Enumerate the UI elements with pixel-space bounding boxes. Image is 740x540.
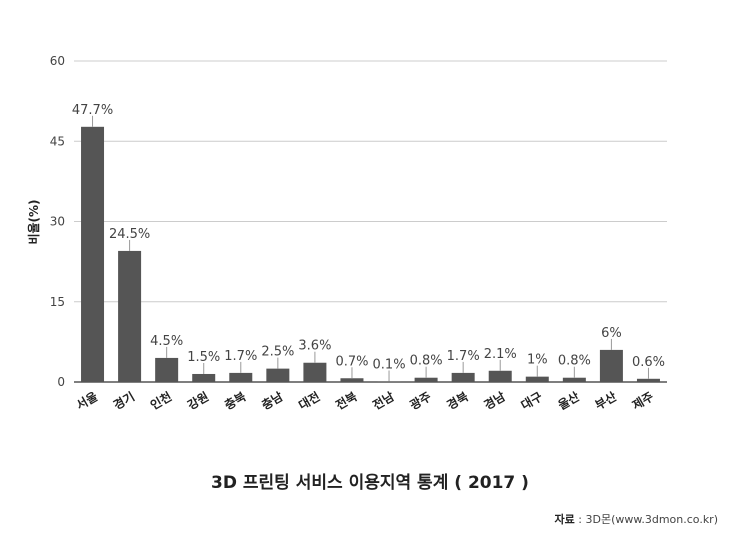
x-axis-ticks: 서울 경기 인천 강원 충북 충남 대전 전북 전남 광주 경북 경남 대구 울산 부산 제주	[73, 389, 656, 413]
data-label: 24.5%	[109, 227, 150, 242]
x-tick-label: 전남	[370, 389, 397, 413]
data-label: 3.6%	[298, 339, 331, 354]
x-tick-label: 전북	[333, 389, 360, 413]
bar-울산	[562, 377, 586, 382]
data-label: 6%	[601, 326, 622, 341]
x-tick-label: 울산	[555, 389, 582, 413]
y-axis-ticks: 0 15 30 45 60	[50, 54, 65, 389]
source-text: : 3D몬(www.3dmon.co.kr)	[574, 513, 718, 526]
data-labels: 47.7% 24.5% 4.5% 1.5% 1.7% 2.5% 3.6% 0.7% 0.1% 0.…	[70, 101, 666, 374]
x-tick-label: 경남	[481, 389, 508, 413]
x-tick-label: 광주	[407, 389, 434, 413]
bars	[81, 126, 660, 383]
data-label: 1.7%	[447, 349, 480, 364]
bar-충남	[266, 368, 290, 382]
bar-인천	[155, 357, 179, 382]
x-tick-label: 서울	[73, 389, 100, 413]
x-tick-label: 충북	[222, 389, 249, 413]
x-tick-label: 경북	[445, 389, 471, 412]
y-axis-label: 비율(%)	[26, 199, 41, 244]
y-tick-label: 0	[57, 375, 65, 389]
x-tick-label: 경기	[110, 389, 137, 413]
y-tick-label: 15	[50, 295, 65, 309]
bar-제주	[636, 378, 660, 382]
data-label: 47.7%	[72, 103, 113, 118]
x-tick-label: 부산	[592, 389, 619, 413]
x-tick-label: 인천	[148, 389, 175, 413]
bar-chart: 0 15 30 45 60 47.7% 24.5% 4.5% 1.5% 1.7% 2.5% 3.6%…	[26, 54, 667, 413]
y-tick-label: 30	[50, 215, 65, 229]
y-tick-label: 60	[50, 54, 65, 68]
data-label: 0.7%	[335, 354, 368, 369]
bar-충북	[229, 372, 253, 382]
bar-전남	[377, 381, 401, 382]
bar-경북	[451, 372, 475, 382]
bar-대구	[525, 376, 549, 382]
x-tick-label: 대전	[296, 389, 323, 413]
chart-title: 3D 프린팅 서비스 이용지역 통계 ( 2017 )	[211, 473, 529, 493]
source-note: 자료 : 3D몬(www.3dmon.co.kr)	[555, 511, 718, 527]
source-label: 자료	[554, 513, 575, 526]
x-tick-label: 제주	[630, 389, 656, 412]
bar-강원	[192, 373, 216, 382]
data-label: 0.8%	[410, 354, 443, 369]
data-label: 1%	[527, 353, 548, 368]
x-tick-label: 강원	[185, 389, 211, 412]
bar-서울	[81, 126, 105, 383]
data-label: 0.1%	[373, 357, 406, 372]
bar-경남	[488, 370, 512, 382]
label-leaders	[92, 115, 649, 382]
x-tick-label: 대구	[519, 389, 545, 412]
bar-전북	[340, 378, 364, 382]
data-label: 0.8%	[558, 354, 591, 369]
bar-경기	[118, 250, 142, 382]
data-label: 4.5%	[150, 334, 183, 349]
bar-대전	[303, 362, 327, 382]
data-label: 1.7%	[224, 349, 257, 364]
data-label: 0.6%	[632, 355, 665, 370]
bar-광주	[414, 377, 438, 382]
bar-부산	[599, 349, 623, 382]
data-label: 1.5%	[187, 350, 220, 365]
x-tick-label: 충남	[259, 389, 286, 413]
y-tick-label: 45	[50, 134, 65, 148]
data-label: 2.1%	[484, 347, 517, 362]
data-label: 2.5%	[261, 345, 294, 360]
